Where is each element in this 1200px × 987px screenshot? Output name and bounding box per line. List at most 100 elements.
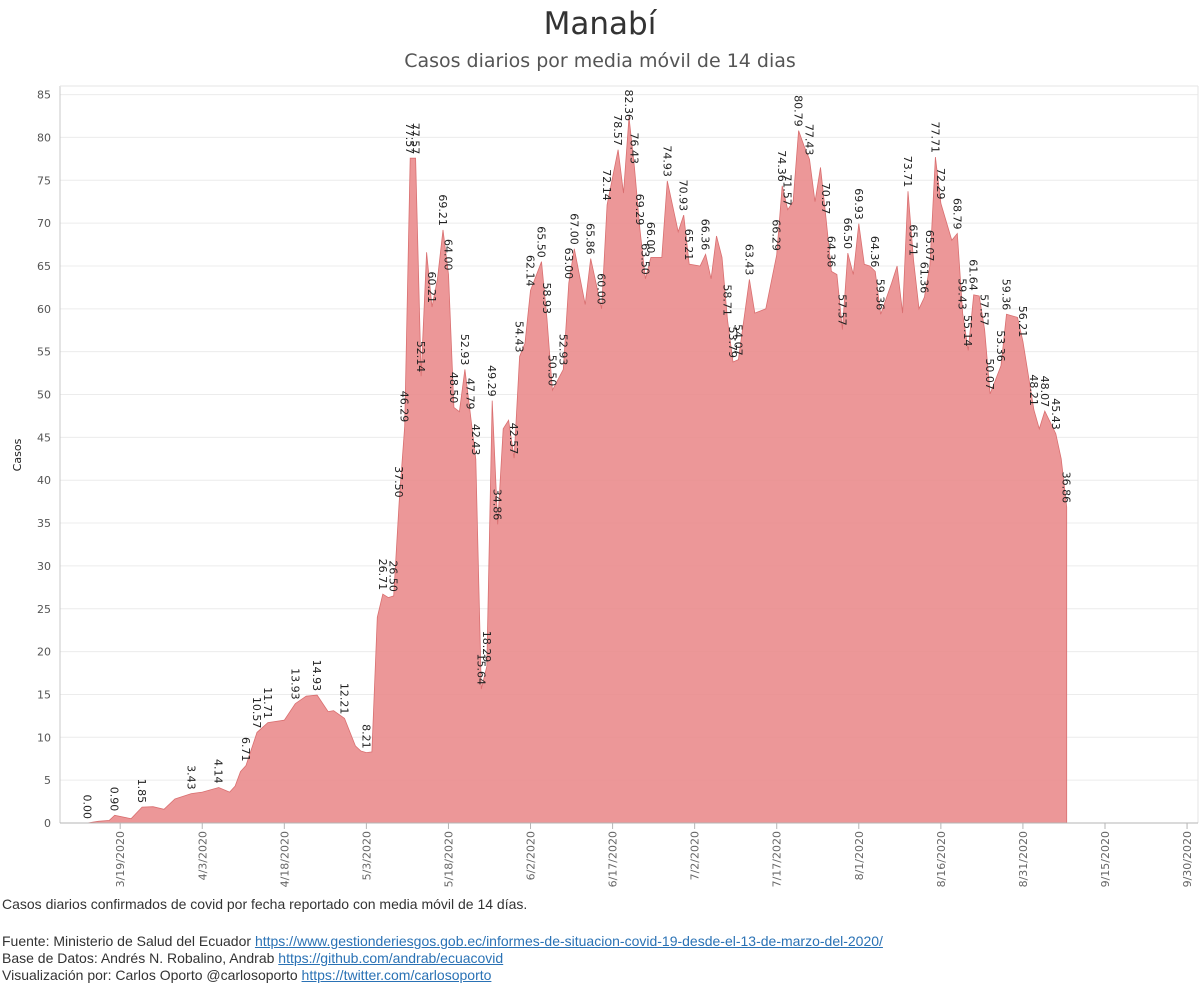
data-label: 42.43 (469, 424, 482, 456)
data-label: 54.43 (513, 321, 526, 353)
data-label: 66.29 (770, 219, 783, 251)
data-label: 67.00 (567, 213, 580, 245)
data-label: 57.57 (978, 294, 991, 326)
area-series (87, 117, 1068, 824)
data-label: 0.90 (108, 787, 121, 812)
y-tick-label: 25 (37, 603, 51, 616)
database-label: Base de Datos: Andrés N. Robalino, Andra… (2, 950, 279, 966)
x-tick-label: 8/1/2020 (853, 831, 866, 880)
data-label: 77.57 (409, 123, 422, 155)
chart-description: Casos diarios confirmados de covid por f… (2, 896, 528, 912)
y-tick-label: 60 (37, 303, 51, 316)
data-label: 52.93 (556, 334, 569, 366)
data-label: 64.36 (824, 236, 837, 268)
y-tick-label: 35 (37, 517, 51, 530)
y-tick-label: 65 (37, 260, 51, 273)
data-label: 45.43 (1049, 398, 1062, 430)
data-label: 71.57 (781, 174, 794, 206)
data-label: 14.93 (310, 660, 323, 692)
data-label: 78.57 (611, 114, 624, 146)
data-label: 61.36 (917, 262, 930, 294)
y-axis-label: Casos (11, 438, 24, 471)
database-link[interactable]: https://github.com/andrab/ecuacovid (278, 950, 504, 966)
data-label: 62.14 (524, 255, 537, 287)
series-area (87, 117, 1068, 824)
data-label: 48.07 (1038, 376, 1051, 408)
data-label: 6.71 (239, 737, 252, 762)
data-label: 11.71 (261, 687, 274, 719)
x-tick-label: 8/31/2020 (1017, 831, 1030, 887)
y-tick-label: 80 (37, 131, 51, 144)
y-tick-label: 5 (44, 774, 51, 787)
data-label: 59.36 (874, 279, 887, 311)
data-label: 42.57 (507, 423, 520, 455)
data-label: 65.71 (907, 224, 920, 256)
data-label: 63.50 (638, 243, 651, 275)
data-label: 64.00 (442, 239, 455, 271)
data-label: 77.43 (803, 124, 816, 156)
data-label: 3.43 (184, 765, 197, 790)
data-label: 59.36 (1000, 279, 1013, 311)
source-link[interactable]: https://www.gestionderiesgos.gob.ec/info… (254, 933, 883, 949)
chart-subtitle: Casos diarios por media móvil de 14 dias (404, 50, 796, 72)
data-label: 47.79 (463, 378, 476, 410)
chart-title: Manabí (543, 6, 657, 42)
x-tick-label: 9/30/2020 (1181, 831, 1194, 887)
data-label: 53.79 (726, 327, 739, 359)
y-tick-label: 30 (37, 560, 51, 573)
visualization-link[interactable]: https://twitter.com/carlosoporto (301, 967, 492, 983)
x-tick-label: 4/3/2020 (196, 831, 209, 880)
data-label: 26.50 (387, 560, 400, 592)
y-tick-label: 40 (37, 474, 51, 487)
x-tick-label: 7/17/2020 (771, 831, 784, 887)
area-chart: 0 5 10 15 20 25 30 35 40 45 50 55 60 65 70 75 80 85 3/19/2… (11, 85, 1199, 887)
data-label: 60.00 (595, 273, 608, 305)
data-label: 54.07 (731, 324, 744, 356)
data-label: 18.29 (480, 631, 493, 663)
x-tick-label: 3/19/2020 (114, 831, 127, 887)
data-label: 61.64 (967, 259, 980, 291)
data-label: 80.79 (792, 95, 805, 127)
data-label: 58.93 (540, 283, 553, 315)
data-label: 26.71 (376, 559, 389, 591)
y-tick-label: 45 (37, 431, 51, 444)
data-label: 70.93 (677, 180, 690, 212)
data-label: 66.00 (644, 222, 657, 254)
data-label: 58.71 (721, 284, 734, 316)
data-label: 74.36 (775, 150, 788, 182)
data-label: 66.36 (699, 219, 712, 251)
y-tick-label: 55 (37, 346, 51, 359)
x-tick-label: 7/2/2020 (689, 831, 702, 880)
data-label: 69.29 (633, 194, 646, 226)
x-tick-label: 6/2/2020 (525, 831, 538, 880)
x-tick-label: 6/17/2020 (607, 831, 620, 887)
data-label: 77.57 (403, 123, 416, 155)
source-line: Fuente: Ministerio de Salud del Ecuador … (2, 933, 883, 949)
data-label: 69.21 (436, 194, 449, 226)
visualization-line: Visualización por: Carlos Oporto @carlos… (2, 967, 491, 983)
y-tick-label: 70 (37, 217, 51, 230)
data-label: 37.50 (392, 466, 405, 498)
data-label: 64.36 (868, 236, 881, 268)
data-label: 13.93 (288, 668, 301, 700)
data-label: 52.93 (458, 334, 471, 366)
data-label: 70.57 (819, 183, 832, 215)
data-label: 10.57 (250, 697, 263, 729)
y-tick-label: 0 (44, 817, 51, 830)
data-label: 57.57 (835, 294, 848, 326)
data-label: 63.00 (562, 248, 575, 280)
data-label: 12.21 (338, 683, 351, 715)
data-label: 65.86 (584, 223, 597, 255)
y-tick-label: 50 (37, 389, 51, 402)
y-tick-label: 10 (37, 731, 51, 744)
data-label: 65.50 (535, 226, 548, 258)
data-label: 34.86 (491, 489, 504, 521)
data-label: 63.43 (742, 244, 755, 276)
data-label: 65.21 (682, 229, 695, 261)
data-label: 73.71 (901, 156, 914, 188)
data-label: 66.50 (841, 218, 854, 250)
data-label: 68.79 (950, 198, 963, 230)
data-label: 48.21 (1027, 374, 1040, 406)
data-label: 0.00 (80, 795, 93, 820)
